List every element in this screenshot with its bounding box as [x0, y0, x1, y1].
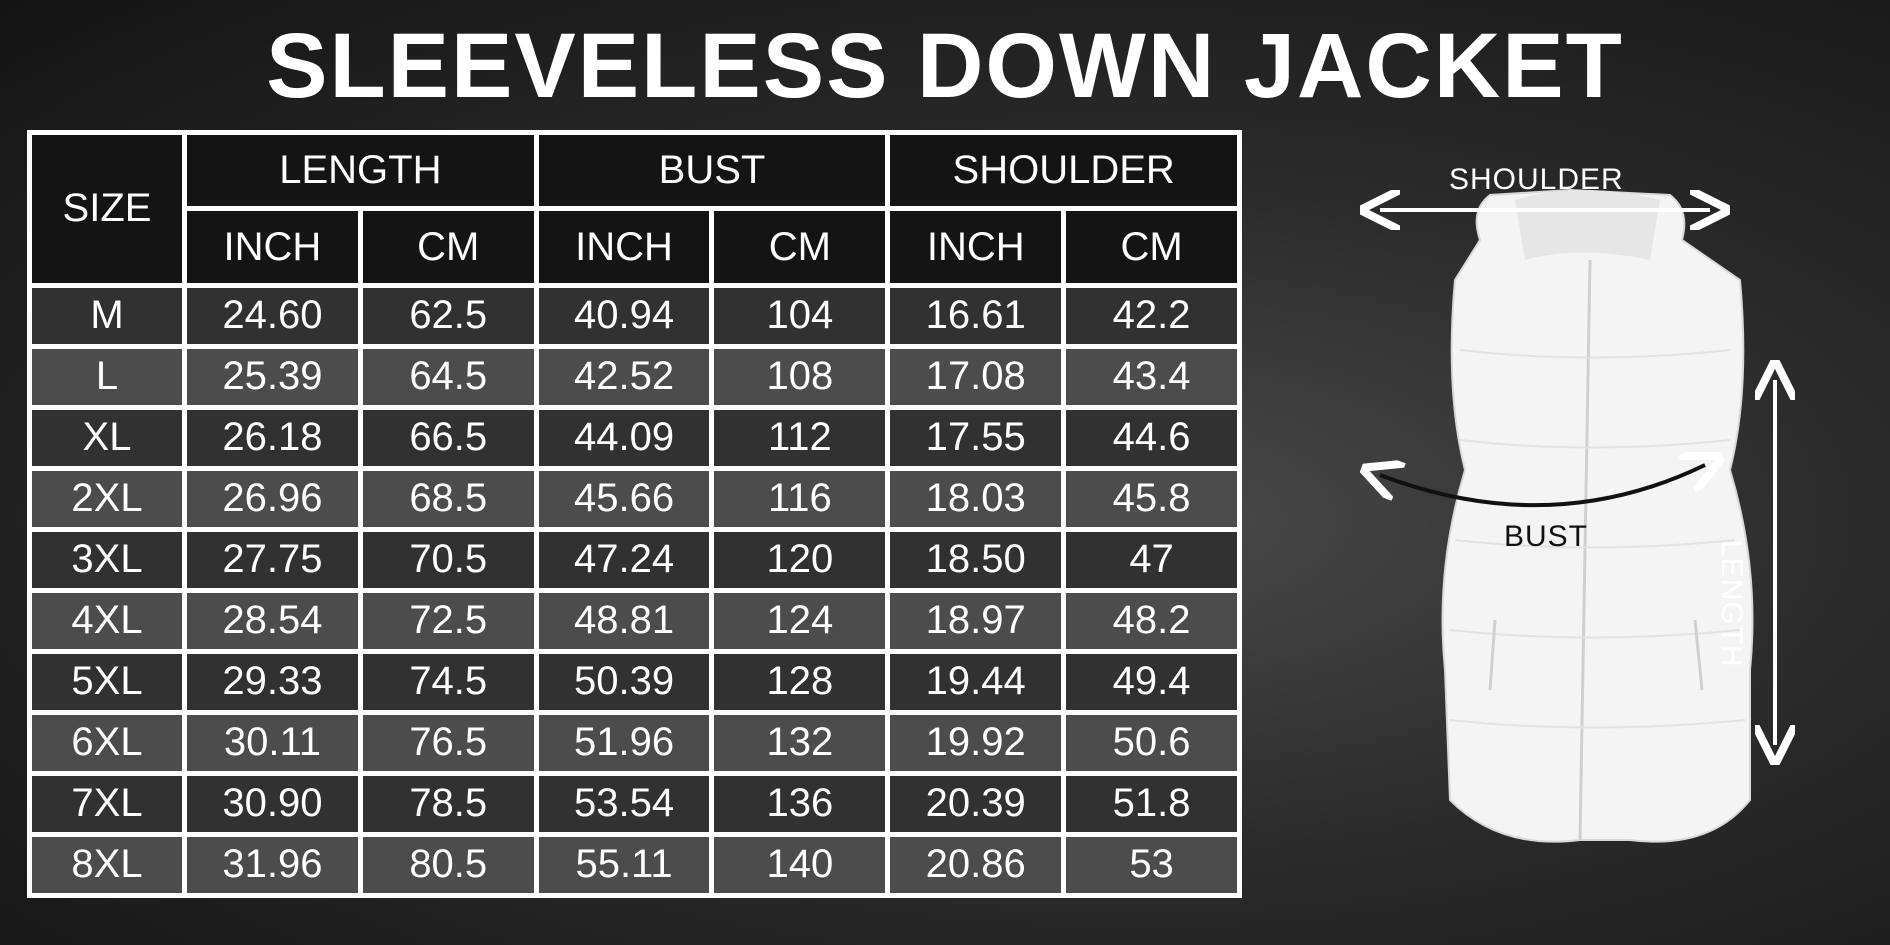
table-row: 4XL 28.54 72.5 48.81 124 18.97 48.2: [32, 592, 1237, 649]
size-chart-table: SIZE LENGTH BUST SHOULDER INCH CM INCH CM IN…: [27, 130, 1242, 898]
table-row: L 25.39 64.5 42.52 108 17.08 43.4: [32, 348, 1237, 405]
measurement-cell: 108: [714, 348, 886, 405]
measurement-cell: 62.5: [362, 287, 534, 344]
measurement-cell: 24.60: [187, 287, 358, 344]
measurement-cell: 74.5: [362, 653, 534, 710]
size-cell: XL: [32, 409, 182, 466]
measurement-cell: 136: [714, 775, 886, 832]
measurement-cell: 18.97: [890, 592, 1062, 649]
measurement-cell: 48.81: [538, 592, 710, 649]
size-cell: 2XL: [32, 470, 182, 527]
unit-header: CM: [362, 211, 534, 283]
vest-image: [1441, 188, 1754, 843]
measurement-cell: 51.96: [538, 714, 710, 771]
bust-arrow: [1380, 465, 1705, 508]
unit-header: CM: [714, 211, 886, 283]
measurement-cell: 20.39: [890, 775, 1062, 832]
measurement-cell: 20.86: [890, 836, 1062, 893]
measurement-cell: 49.4: [1066, 653, 1237, 710]
measurement-cell: 120: [714, 531, 886, 588]
measurement-cell: 19.44: [890, 653, 1062, 710]
shoulder-label: SHOULDER: [1449, 163, 1624, 196]
measurement-cell: 18.50: [890, 531, 1062, 588]
table-row: 7XL 30.90 78.5 53.54 136 20.39 51.8: [32, 775, 1237, 832]
size-cell: L: [32, 348, 182, 405]
measurement-cell: 116: [714, 470, 886, 527]
measurement-cell: 30.90: [187, 775, 358, 832]
measurement-cell: 19.92: [890, 714, 1062, 771]
size-cell: 3XL: [32, 531, 182, 588]
measurement-cell: 70.5: [362, 531, 534, 588]
measurement-cell: 18.03: [890, 470, 1062, 527]
measurement-cell: 28.54: [187, 592, 358, 649]
measurement-cell: 31.96: [187, 836, 358, 893]
measurement-cell: 66.5: [362, 409, 534, 466]
table-row: 2XL 26.96 68.5 45.66 116 18.03 45.8: [32, 470, 1237, 527]
size-cell: M: [32, 287, 182, 344]
group-header-length: LENGTH: [187, 135, 534, 207]
measurement-cell: 140: [714, 836, 886, 893]
measurement-cell: 43.4: [1066, 348, 1237, 405]
group-header-shoulder: SHOULDER: [890, 135, 1237, 207]
vest-diagram: [1330, 188, 1870, 843]
measurement-cell: 16.61: [890, 287, 1062, 344]
measurement-cell: 68.5: [362, 470, 534, 527]
measurement-cell: 50.39: [538, 653, 710, 710]
size-header: SIZE: [32, 135, 182, 283]
size-cell: 4XL: [32, 592, 182, 649]
measurement-cell: 50.6: [1066, 714, 1237, 771]
measurement-cell: 48.2: [1066, 592, 1237, 649]
measurement-cell: 55.11: [538, 836, 710, 893]
length-label: LENGTH: [1715, 540, 1748, 668]
table-row: 5XL 29.33 74.5 50.39 128 19.44 49.4: [32, 653, 1237, 710]
size-cell: 5XL: [32, 653, 182, 710]
table-row: 6XL 30.11 76.5 51.96 132 19.92 50.6: [32, 714, 1237, 771]
measurement-cell: 26.18: [187, 409, 358, 466]
unit-header: INCH: [890, 211, 1062, 283]
measurement-cell: 27.75: [187, 531, 358, 588]
measurement-cell: 47: [1066, 531, 1237, 588]
size-cell: 6XL: [32, 714, 182, 771]
measurement-cell: 42.52: [538, 348, 710, 405]
measurement-cell: 42.2: [1066, 287, 1237, 344]
measurement-cell: 45.8: [1066, 470, 1237, 527]
bust-label: BUST: [1504, 520, 1589, 553]
measurement-cell: 47.24: [538, 531, 710, 588]
measurement-cell: 128: [714, 653, 886, 710]
measurement-cell: 64.5: [362, 348, 534, 405]
measurement-cell: 112: [714, 409, 886, 466]
measurement-cell: 30.11: [187, 714, 358, 771]
measurement-cell: 53.54: [538, 775, 710, 832]
size-cell: 8XL: [32, 836, 182, 893]
size-cell: 7XL: [32, 775, 182, 832]
measurement-cell: 17.08: [890, 348, 1062, 405]
table-row: 3XL 27.75 70.5 47.24 120 18.50 47: [32, 531, 1237, 588]
table-row: M 24.60 62.5 40.94 104 16.61 42.2: [32, 287, 1237, 344]
table-row: 8XL 31.96 80.5 55.11 140 20.86 53: [32, 836, 1237, 893]
measurement-cell: 44.09: [538, 409, 710, 466]
table-row: XL 26.18 66.5 44.09 112 17.55 44.6: [32, 409, 1237, 466]
measurement-cell: 53: [1066, 836, 1237, 893]
page-title: SLEEVELESS DOWN JACKET: [266, 15, 1624, 117]
measurement-cell: 25.39: [187, 348, 358, 405]
measurement-cell: 78.5: [362, 775, 534, 832]
measurement-cell: 26.96: [187, 470, 358, 527]
measurement-cell: 76.5: [362, 714, 534, 771]
measurement-cell: 72.5: [362, 592, 534, 649]
measurement-cell: 51.8: [1066, 775, 1237, 832]
unit-header: INCH: [538, 211, 710, 283]
measurement-cell: 29.33: [187, 653, 358, 710]
measurement-cell: 80.5: [362, 836, 534, 893]
group-header-bust: BUST: [538, 135, 886, 207]
measurement-cell: 40.94: [538, 287, 710, 344]
measurement-cell: 44.6: [1066, 409, 1237, 466]
measurement-cell: 132: [714, 714, 886, 771]
unit-header: CM: [1066, 211, 1237, 283]
measurement-cell: 45.66: [538, 470, 710, 527]
unit-header: INCH: [187, 211, 358, 283]
measurement-cell: 124: [714, 592, 886, 649]
measurement-cell: 104: [714, 287, 886, 344]
measurement-cell: 17.55: [890, 409, 1062, 466]
